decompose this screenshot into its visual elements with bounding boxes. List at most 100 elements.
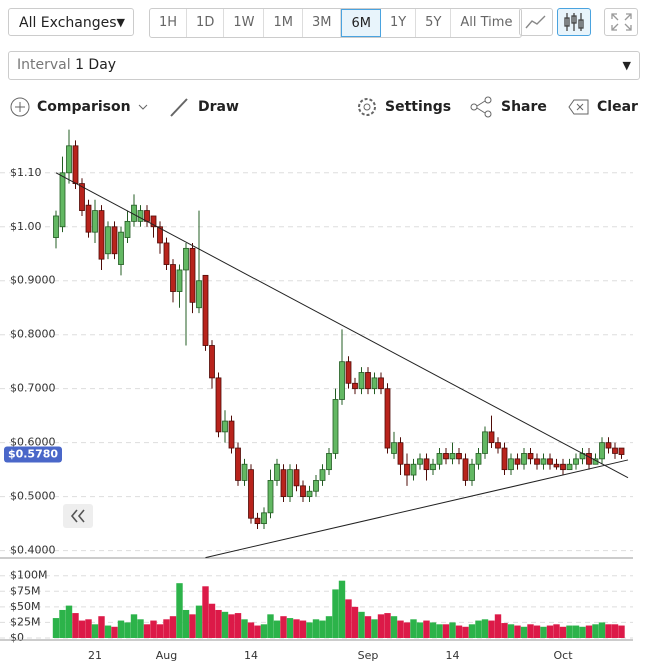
candle-body	[137, 210, 144, 222]
range-button[interactable]: 1Y	[381, 9, 417, 37]
candle-body	[358, 372, 365, 390]
last-price-tag	[4, 446, 62, 463]
volume-bar	[247, 622, 255, 638]
range-button[interactable]: All Time	[460, 15, 513, 30]
volume-bar	[468, 624, 476, 638]
x-tick-label: 14	[446, 649, 460, 662]
candle-body	[209, 345, 215, 379]
candle-body	[586, 453, 592, 465]
x-tick-label: Aug	[156, 649, 177, 662]
candle-body	[118, 231, 124, 265]
clear-button[interactable]: Clear	[567, 96, 638, 118]
settings-button[interactable]: Settings	[355, 96, 451, 118]
volume-bar	[260, 624, 268, 638]
candle-body	[92, 210, 98, 233]
volume-bar	[78, 620, 86, 638]
volume-bar	[312, 619, 320, 638]
volume-bar	[299, 620, 307, 638]
interval-select[interactable]: Interval 1 Day ▼	[8, 51, 640, 80]
candle-body	[417, 458, 423, 465]
volume-bar	[208, 603, 216, 638]
range-button[interactable]: 1D	[187, 9, 225, 37]
candle-body	[378, 377, 384, 390]
candle-body	[391, 442, 397, 454]
volume-bar	[306, 622, 313, 638]
volume-bar	[98, 616, 105, 638]
x-tick-label: Sep	[358, 649, 379, 662]
range-button[interactable]: 1M	[264, 9, 303, 37]
volume-bar	[150, 620, 157, 638]
volume-bar	[540, 626, 547, 638]
candle-body	[72, 145, 79, 184]
candle-body	[345, 361, 352, 384]
range-buttons: 1H 1D 1W 1M 3M 6M 1Y 5Y All Time	[149, 8, 523, 38]
candle-body	[436, 453, 443, 465]
range-button[interactable]: 1H	[150, 9, 188, 37]
candle-body	[267, 480, 274, 514]
range-button[interactable]: 1W	[224, 9, 265, 37]
volume-bar	[364, 616, 372, 638]
volume-bar	[72, 613, 79, 638]
interval-value: 1 Day	[75, 57, 117, 73]
line-chart-button[interactable]	[519, 8, 553, 36]
candle-body	[105, 226, 111, 255]
candle-body	[287, 469, 293, 498]
draw-button[interactable]: Draw	[168, 96, 239, 118]
volume-bar	[507, 624, 515, 638]
candle-body	[261, 512, 267, 525]
candle-body	[111, 226, 118, 255]
range-button[interactable]: 3M	[303, 9, 342, 37]
collapse-icon	[70, 509, 85, 523]
volume-bar	[332, 589, 339, 638]
candle-body	[196, 280, 202, 309]
candle-body	[514, 458, 521, 465]
fullscreen-button[interactable]	[604, 8, 638, 36]
volume-bar	[598, 622, 606, 638]
volume-bar	[137, 619, 144, 638]
candle-chart-button[interactable]	[557, 8, 591, 36]
volume-bar	[286, 618, 294, 638]
volume-bar	[423, 620, 430, 638]
candle-body	[183, 247, 189, 271]
volume-bar	[377, 614, 385, 638]
volume-bar	[390, 616, 398, 638]
range-button[interactable]: 6M	[341, 9, 381, 37]
range-button[interactable]: 5Y	[416, 9, 452, 37]
candle-body	[553, 463, 560, 468]
candle-body	[365, 372, 371, 390]
volume-bar	[572, 625, 580, 638]
candle-body	[79, 183, 85, 211]
candle-body	[222, 420, 228, 433]
tool-label: Share	[501, 99, 547, 115]
candle-body	[579, 453, 586, 460]
volume-bar	[176, 583, 183, 638]
trendline	[205, 459, 629, 559]
volume-bar	[85, 619, 92, 638]
volume-bar	[234, 613, 242, 638]
volume-bar	[228, 614, 235, 638]
y-tick-label: $0.8000	[10, 328, 56, 341]
candle-body	[573, 458, 579, 465]
comparison-button[interactable]: Comparison	[9, 96, 149, 118]
share-button[interactable]: Share	[469, 96, 547, 118]
candle-body	[59, 172, 66, 228]
volume-bar	[143, 624, 151, 638]
candle-body	[488, 431, 495, 444]
volume-bar	[189, 614, 196, 638]
candle-body	[144, 210, 150, 222]
candle-body	[280, 469, 287, 498]
candle-body	[612, 447, 618, 454]
candle-body	[150, 215, 157, 228]
volume-bar	[533, 625, 541, 638]
candle-body	[443, 453, 449, 460]
volume-bar	[514, 625, 521, 638]
volume-bar	[429, 622, 437, 638]
volume-bar	[221, 611, 229, 638]
volume-bar	[488, 620, 495, 638]
volume-bar	[351, 606, 359, 638]
exchange-select[interactable]: All Exchanges ▼	[8, 8, 134, 36]
y-tick-label: $0.5000	[10, 490, 56, 503]
volume-bar	[195, 605, 203, 638]
y-tick-label: $0.4000	[10, 544, 56, 557]
